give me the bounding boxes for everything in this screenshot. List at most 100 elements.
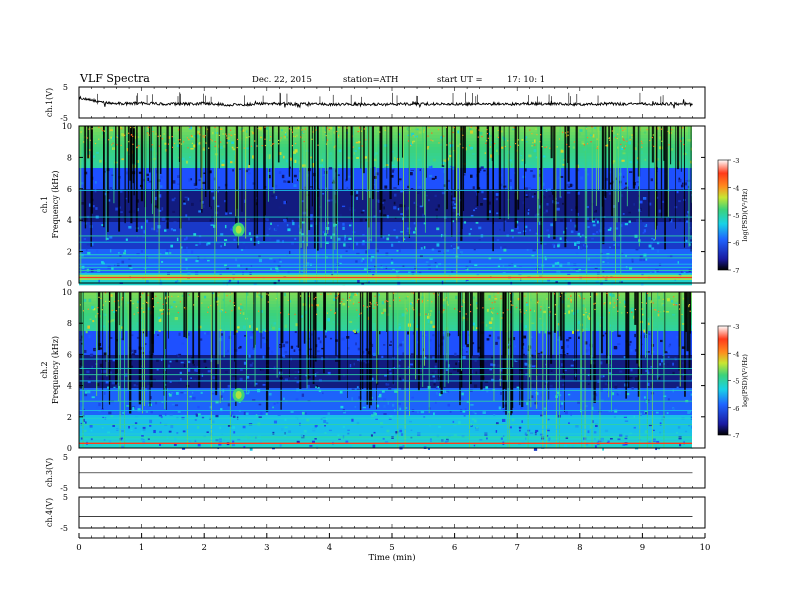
dropout-streak: [211, 292, 213, 358]
spectrum-speckle: [449, 165, 453, 168]
hot-speckle: [358, 301, 360, 304]
spectrum-band: [79, 292, 692, 296]
spectrum-speckle: [647, 382, 650, 386]
spectrum-speckle: [556, 322, 559, 326]
spectrum-speckle: [535, 232, 538, 235]
spectrum-speckle: [245, 130, 248, 133]
dropout-streak: [567, 126, 570, 182]
hot-speckle: [354, 294, 356, 296]
spectrum-speckle: [680, 270, 683, 274]
sferic-streak: [608, 292, 610, 398]
spectrum-speckle: [643, 229, 646, 233]
spectrum-speckle: [525, 437, 527, 441]
spectrum-speckle: [625, 254, 627, 257]
spectrum-speckle: [534, 214, 538, 218]
spectrum-speckle: [430, 294, 433, 298]
hot-speckle: [97, 313, 99, 315]
spectrum-speckle: [356, 386, 359, 389]
hot-speckle: [164, 297, 167, 300]
dropout-streak: [268, 292, 269, 390]
hot-speckle: [152, 298, 154, 300]
spectrum-speckle: [494, 298, 498, 300]
spectrum-speckle: [447, 364, 450, 368]
spectrum-speckle: [393, 229, 396, 231]
hot-speckle: [573, 141, 575, 143]
spectrum-speckle: [148, 180, 152, 183]
hot-speckle: [509, 146, 511, 148]
hot-speckle: [431, 132, 433, 134]
hot-speckle: [416, 299, 419, 301]
hot-speckle: [497, 129, 499, 132]
spectrum-speckle: [444, 440, 448, 443]
spectrum-speckle: [238, 352, 240, 355]
spectrum-speckle: [303, 429, 307, 433]
spectrum-speckle: [571, 445, 575, 449]
spectrum-speckle: [614, 313, 617, 316]
spectrum-speckle: [257, 422, 261, 426]
hot-speckle: [336, 130, 338, 133]
hot-speckle: [100, 128, 103, 130]
spectrum-speckle: [179, 377, 182, 382]
hot-speckle: [190, 135, 193, 137]
hot-speckle: [407, 140, 410, 142]
hot-speckle: [509, 292, 511, 295]
hot-speckle: [225, 133, 227, 135]
hot-speckle: [591, 126, 593, 128]
hot-speckle: [121, 128, 123, 130]
spectrum-speckle: [270, 222, 272, 225]
sferic-streak: [444, 126, 446, 283]
dropout-streak: [156, 126, 159, 209]
hot-speckle: [316, 313, 318, 315]
hot-speckle: [290, 129, 293, 131]
spectrum-speckle: [317, 254, 319, 257]
spectrum-speckle: [514, 345, 517, 348]
x-tick-label: 6: [452, 543, 457, 553]
hot-speckle: [257, 292, 259, 294]
spectrum-speckle: [678, 178, 682, 183]
dropout-streak: [131, 126, 132, 214]
hot-speckle: [526, 302, 528, 304]
spectrum-speckle: [104, 170, 106, 173]
spectrum-speckle: [281, 135, 284, 139]
spectrum-speckle: [119, 189, 123, 193]
spectrum-speckle: [569, 183, 573, 188]
spectrum-speckle: [321, 356, 325, 361]
spectrum-speckle: [688, 162, 691, 165]
dropout-streak: [209, 126, 211, 207]
spectrum-speckle: [174, 281, 178, 284]
spectrum-speckle: [678, 219, 682, 222]
hot-speckle: [519, 309, 521, 311]
hot-speckle: [231, 292, 233, 294]
spectrum-speckle: [325, 141, 328, 144]
spectrum-speckle: [542, 155, 546, 158]
spectrum-speckle: [677, 426, 681, 429]
spectrum-speckle: [180, 391, 184, 394]
spectrum-speckle: [325, 241, 329, 244]
spectrum-speckle: [260, 310, 263, 313]
dropout-streak: [425, 126, 427, 178]
spectrum-speckle: [140, 319, 143, 322]
sferic-streak: [235, 126, 237, 217]
spectrum-speckle: [494, 164, 497, 167]
spectrum-speckle: [329, 152, 332, 155]
hot-speckle: [645, 302, 648, 304]
spectrum-speckle: [379, 393, 382, 397]
spectrum-speckle: [233, 431, 236, 434]
spectrum-speckle: [111, 381, 115, 385]
spectrum-speckle: [530, 384, 534, 387]
spectrum-speckle: [226, 349, 229, 353]
spectrum-speckle: [310, 214, 313, 218]
spectrum-speckle: [390, 269, 393, 273]
spectrum-speckle: [475, 444, 478, 448]
spectrum-speckle: [534, 128, 538, 130]
spectrum-speckle: [224, 200, 227, 203]
spectrum-speckle: [187, 197, 190, 201]
spectrum-speckle: [96, 406, 99, 409]
spectrum-speckle: [528, 364, 532, 367]
spectrum-speckle: [169, 381, 172, 383]
spectrum-speckle: [104, 359, 107, 362]
hot-speckle: [374, 304, 376, 306]
spectrum-speckle: [433, 383, 436, 386]
spectrum-speckle: [642, 197, 647, 200]
spectrum-speckle: [522, 201, 526, 205]
